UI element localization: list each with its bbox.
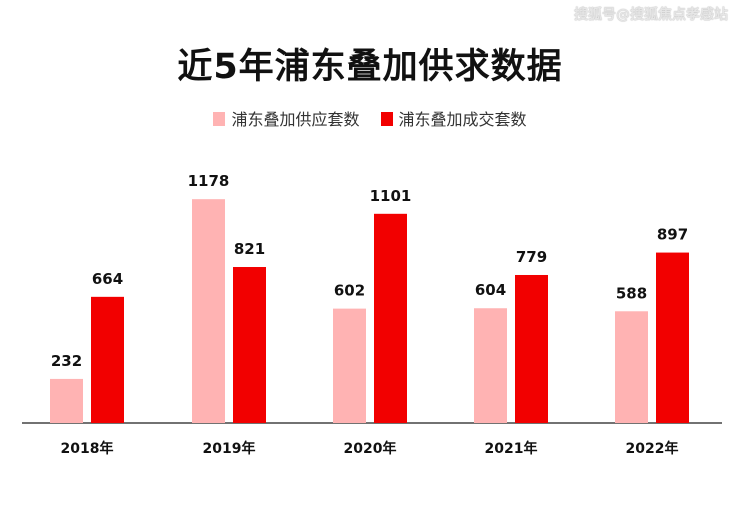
watermark: 搜狐号@搜狐焦点孝感站 [574,7,728,23]
bar-supply-4 [615,311,648,423]
legend-item-supply: 浦东叠加供应套数 [213,106,359,130]
bar-deals-3 [515,274,548,423]
data-label-deals-2: 1101 [370,187,412,205]
bar-deals-2 [374,213,407,423]
data-label-deals-4: 897 [657,226,688,244]
bar-supply-3 [474,308,507,423]
data-label-supply-2: 602 [334,282,365,300]
data-label-deals-0: 664 [92,270,123,288]
data-label-supply-3: 604 [475,281,506,299]
legend-swatch-deals [380,112,393,126]
category-label-2: 2020年 [344,440,397,457]
chart-title: 近5年浦东叠加供求数据 [177,47,563,87]
bar-deals-1 [233,267,266,423]
legend-label-supply: 浦东叠加供应套数 [231,110,360,129]
data-label-deals-3: 779 [516,248,547,266]
category-label-3: 2021年 [485,440,538,457]
legend: 浦东叠加供应套数 浦东叠加成交套数 [0,106,740,130]
legend-item-deals: 浦东叠加成交套数 [380,106,527,130]
data-label-supply-4: 588 [616,284,647,302]
bar-deals-0 [91,296,124,423]
legend-label-deals: 浦东叠加成交套数 [398,110,527,129]
bar-supply-1 [192,199,225,423]
bar-supply-0 [50,378,83,423]
bar-deals-4 [656,252,689,423]
legend-swatch-supply [213,112,226,126]
category-label-4: 2022年 [626,440,679,457]
data-label-supply-0: 232 [51,352,82,370]
category-label-0: 2018年 [61,440,114,457]
data-label-supply-1: 1178 [188,172,230,190]
bar-supply-2 [333,308,366,423]
category-label-1: 2019年 [203,440,256,457]
data-label-deals-1: 821 [234,240,265,258]
